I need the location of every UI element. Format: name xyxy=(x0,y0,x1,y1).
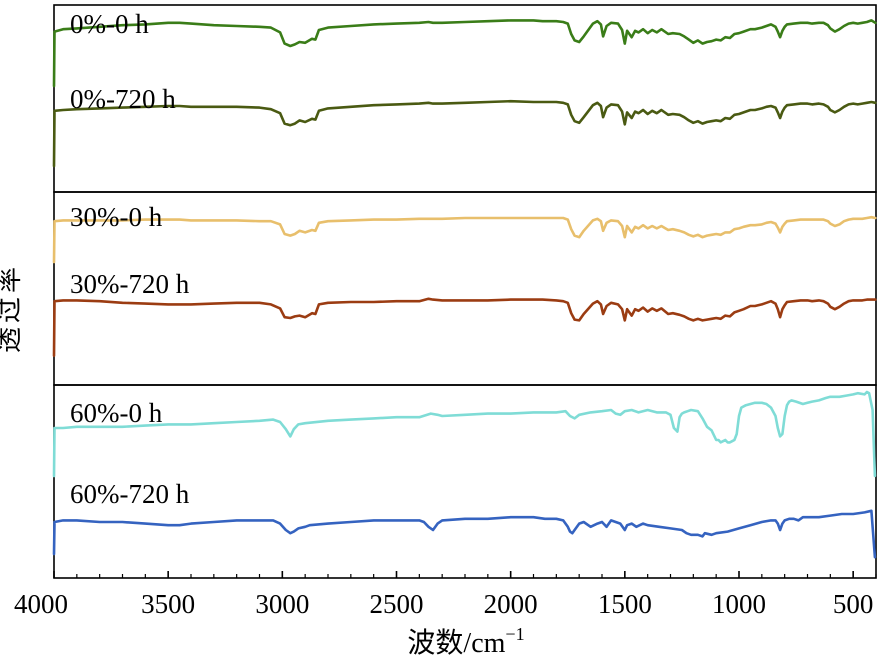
series-label: 0%-720 h xyxy=(70,84,176,114)
x-axis: 4000 3500 3000 2500 2000 1500 1000 500 xyxy=(14,571,877,619)
x-axis-title-superscript: −1 xyxy=(505,624,524,644)
x-tick-label: 500 xyxy=(833,589,874,619)
panel-frame-0pct xyxy=(53,4,877,193)
series-label: 60%-0 h xyxy=(70,398,163,428)
x-tick-label: 4000 xyxy=(14,589,68,619)
x-tick-label: 2000 xyxy=(484,589,538,619)
x-axis-title: 波数/cm−1 xyxy=(407,624,524,659)
spectrum-line-30pct-0-h xyxy=(52,215,877,264)
series-label: 0%-0 h xyxy=(70,9,149,39)
spectrum-line-60pct-0-h xyxy=(52,390,877,478)
spectrum-line-0pct-720-h xyxy=(52,99,877,168)
spectrum-line-60pct-720-h xyxy=(52,509,877,559)
y-axis-title-char: 率 xyxy=(0,267,25,293)
series-label: 60%-720 h xyxy=(70,479,190,509)
y-axis-title-char: 透 xyxy=(0,327,25,353)
x-tick-label: 3000 xyxy=(255,589,309,619)
series-label: 30%-0 h xyxy=(70,202,163,232)
x-tick-label: 1000 xyxy=(712,589,766,619)
x-tick-label: 2500 xyxy=(370,589,424,619)
x-tick-label: 3500 xyxy=(141,589,195,619)
y-axis-title: 透过率 xyxy=(0,267,25,353)
series-labels: 0%-0 h 0%-720 h 30%-0 h 30%-720 h 60%-0 h 60%… xyxy=(70,9,190,509)
x-tick-label: 1500 xyxy=(598,589,652,619)
spectrum-line-30pct-720-h xyxy=(52,297,877,357)
x-axis-title-main: 波数/cm xyxy=(407,627,505,659)
y-axis-title-char: 过 xyxy=(0,297,25,323)
spectrum-traces xyxy=(52,19,877,559)
spectrum-line-0pct-0-h xyxy=(52,19,877,88)
series-label: 30%-720 h xyxy=(70,269,190,299)
